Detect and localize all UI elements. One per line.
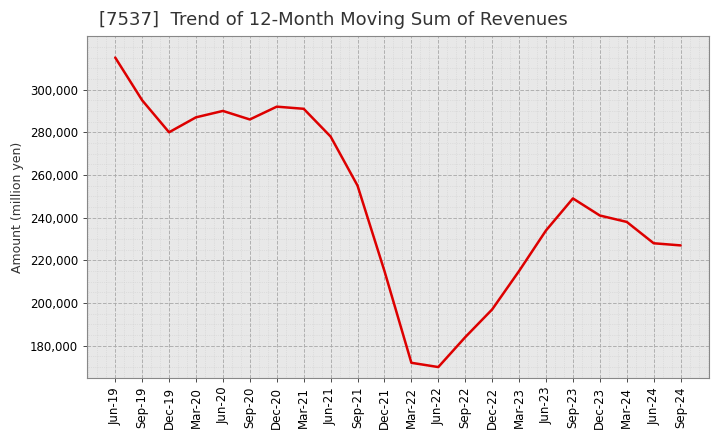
- Y-axis label: Amount (million yen): Amount (million yen): [11, 141, 24, 273]
- Text: [7537]  Trend of 12-Month Moving Sum of Revenues: [7537] Trend of 12-Month Moving Sum of R…: [99, 11, 568, 29]
